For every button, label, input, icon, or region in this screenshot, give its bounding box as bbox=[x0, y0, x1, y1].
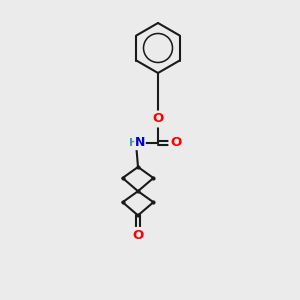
Text: N: N bbox=[135, 136, 145, 149]
Text: O: O bbox=[170, 136, 182, 149]
Text: H: H bbox=[129, 138, 139, 148]
Text: O: O bbox=[132, 229, 144, 242]
Text: O: O bbox=[152, 112, 164, 125]
